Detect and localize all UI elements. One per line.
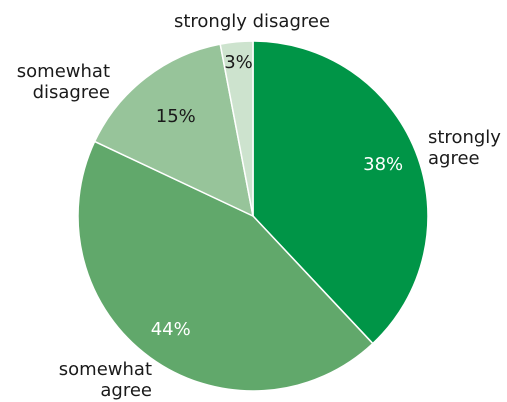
category-label-strongly-agree: strongly agree: [428, 127, 501, 169]
category-label-strongly-disagree: strongly disagree: [174, 11, 330, 32]
pie-slice-strongly-agree: [252, 40, 429, 345]
pie-slice-somewhat-agree: [77, 140, 374, 392]
data-label-strongly-agree: 38%: [363, 154, 403, 175]
category-label-somewhat-disagree: somewhat disagree: [17, 61, 110, 103]
pie-slice-strongly-disagree: [219, 40, 254, 217]
category-label-somewhat-agree: somewhat agree: [59, 359, 152, 401]
data-label-somewhat-disagree: 15%: [156, 106, 196, 127]
data-label-somewhat-agree: 44%: [151, 319, 191, 340]
pie-slice-somewhat-disagree: [93, 43, 254, 217]
data-label-strongly-disagree: 3%: [224, 52, 253, 73]
